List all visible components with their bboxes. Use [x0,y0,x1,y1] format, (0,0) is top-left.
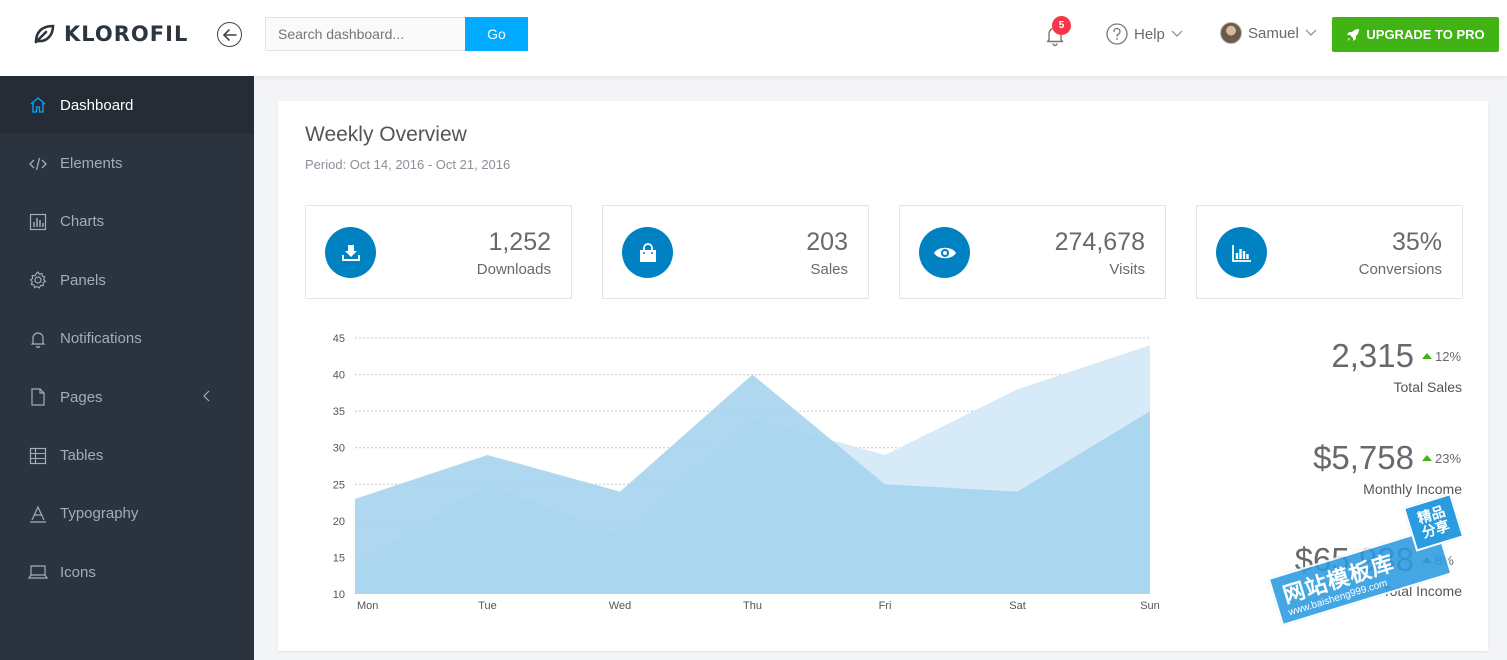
sidebar-item-label: Typography [60,505,139,523]
metric-label: Sales [810,261,848,278]
metric-value: 35% [1391,228,1442,256]
avatar [1220,22,1242,44]
metric-downloads: 1,252 Downloads [305,205,572,299]
sidebar-item-label: Dashboard [60,96,134,114]
sidebar-item-charts[interactable]: Charts [0,193,254,251]
y-tick-label: 20 [333,516,345,528]
bar-chart-icon [28,212,48,232]
arrow-left-icon [222,28,237,41]
search-form: Go [265,17,528,51]
y-tick-label: 25 [333,479,345,491]
caret-up-icon [1422,353,1432,359]
stat-value: 2,315 [1331,337,1414,374]
x-tick-label: Wed [609,600,631,612]
top-navbar: KLOROFIL Go 5 Help Samuel [0,0,1507,76]
caret-up-icon [1422,455,1432,461]
stat-change-text: 23% [1435,450,1462,466]
x-tick-label: Sun [1140,600,1160,612]
sidebar-toggle-button[interactable] [217,22,242,47]
metric-value: 1,252 [488,228,551,256]
sidebar-item-pages[interactable]: Pages [0,368,254,426]
metric-sales: 203 Sales [602,205,869,299]
metric-label: Downloads [476,261,551,278]
rocket-icon [1347,28,1360,41]
help-dropdown[interactable]: Help [1106,23,1183,45]
series-area-2 [355,374,1150,594]
gear-icon [28,270,48,290]
y-tick-label: 40 [333,370,345,382]
stat-label: Monthly Income [1363,481,1462,497]
sidebar-item-panels[interactable]: Panels [0,251,254,309]
sidebar-item-tables[interactable]: Tables [0,426,254,484]
y-tick-label: 45 [333,333,345,345]
brand-name: KLOROFIL [64,22,189,46]
y-tick-label: 15 [333,552,345,564]
sidebar-item-label: Tables [60,447,104,465]
sidebar-item-dashboard[interactable]: Dashboard [0,76,254,135]
metric-visits: 274,678 Visits [899,205,1166,299]
help-label: Help [1134,25,1165,43]
period-text: Period: Oct 14, 2016 - Oct 21, 2016 [305,157,511,172]
x-tick-label: Mon [357,600,378,612]
x-tick-label: Tue [478,600,497,612]
metric-value: 203 [806,228,848,256]
user-name: Samuel [1248,24,1299,42]
search-input[interactable] [265,17,465,51]
y-tick-label: 10 [333,589,345,601]
panel-title: Weekly Overview [305,123,467,146]
search-go-button[interactable]: Go [465,17,528,51]
upgrade-label: UPGRADE TO PRO [1366,27,1485,42]
stat-monthly-income: $5,758 23% Monthly Income [1313,439,1462,497]
sidebar-item-label: Pages [60,388,103,406]
weekly-overview-panel: Weekly Overview Period: Oct 14, 2016 - O… [278,101,1488,651]
chevron-down-icon [1171,30,1183,37]
sidebar-item-icons[interactable]: Icons [0,543,254,601]
sidebar-item-label: Elements [60,155,123,173]
stat-change: 23% [1422,451,1462,466]
eye-icon [919,227,970,278]
stat-change: 12% [1422,349,1462,364]
notification-badge: 5 [1052,16,1071,35]
y-tick-label: 35 [333,406,345,418]
help-circle-icon [1106,23,1128,45]
typography-icon [28,504,48,524]
chevron-down-icon [1305,29,1317,36]
sidebar-item-notifications[interactable]: Notifications [0,310,254,368]
bell-icon [28,329,48,349]
stat-change-text: 12% [1435,348,1462,364]
file-icon [28,387,48,407]
sidebar-nav: Dashboard Elements Charts Panels Notific… [0,76,254,660]
stat-label: Total Sales [1393,379,1462,395]
metric-label: Conversions [1358,261,1442,278]
sidebar-item-label: Panels [60,271,106,289]
metric-label: Visits [1109,261,1145,278]
stat-total-sales: 2,315 12% Total Sales [1331,337,1462,395]
laptop-icon [28,562,48,582]
upgrade-to-pro-button[interactable]: UPGRADE TO PRO [1332,17,1499,52]
table-icon [28,446,48,466]
chevron-left-icon [203,390,210,402]
user-menu-dropdown[interactable]: Samuel [1220,22,1317,44]
x-tick-label: Thu [743,600,762,612]
sidebar-item-typography[interactable]: Typography [0,485,254,543]
shopping-bag-icon [622,227,673,278]
stat-value: $5,758 [1313,439,1414,476]
metric-value: 274,678 [1054,228,1145,256]
code-icon [28,154,48,174]
y-tick-label: 30 [333,443,345,455]
bar-chart-icon [1216,227,1267,278]
x-tick-label: Sat [1009,600,1026,612]
home-icon [28,95,48,115]
sidebar-item-elements[interactable]: Elements [0,134,254,192]
x-tick-label: Fri [879,600,892,612]
download-icon [325,227,376,278]
chart-svg: 10 15 20 25 30 35 40 45 Mon Tue Wed Thu Fri Sat Sun [333,333,1160,612]
brand-logo[interactable]: KLOROFIL [32,22,188,46]
sidebar-item-label: Notifications [60,330,142,348]
leaf-icon [34,24,55,44]
weekly-area-chart: 10 15 20 25 30 35 40 45 Mon Tue Wed Thu Fri Sat Sun [305,326,1175,616]
sidebar-item-label: Charts [60,213,105,231]
sidebar-item-label: Icons [60,563,96,581]
metric-conversions: 35% Conversions [1196,205,1463,299]
